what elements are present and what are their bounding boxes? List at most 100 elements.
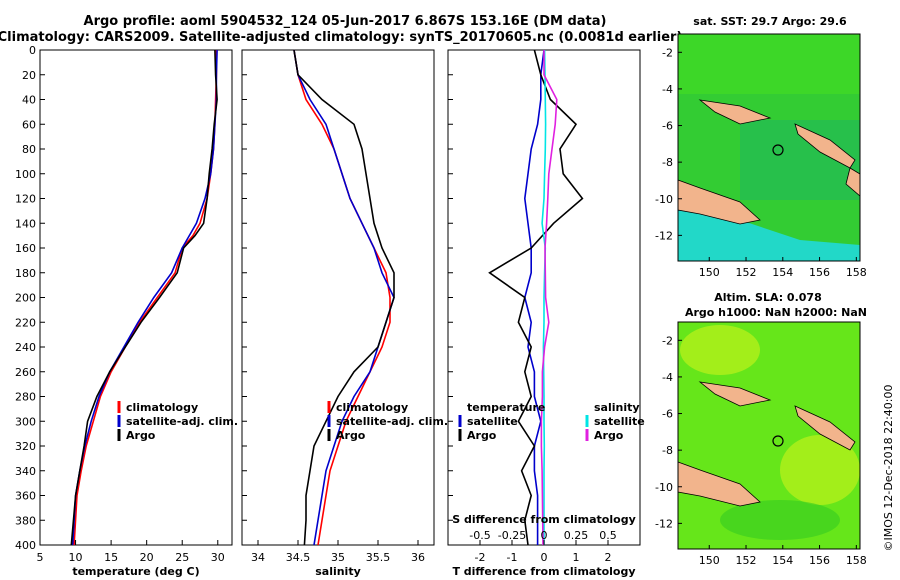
y-tick-label: 220 [15, 316, 36, 329]
y-tick-label: 180 [15, 267, 36, 280]
y-tick-label: 40 [22, 94, 36, 107]
sla-map-island-newbritain [698, 381, 772, 407]
sla-map-title-1: Altim. SLA: 0.078 [714, 291, 821, 304]
temperature-legend: climatology satellite-adj. clim. Argo [117, 401, 238, 442]
sst-map-warm-band [678, 34, 860, 94]
map-x-tick-label: 158 [846, 554, 867, 567]
series-line-climatology [293, 49, 391, 546]
y-tick-label: 300 [15, 415, 36, 428]
salinity-legend: climatology satellite-adj. clim. Argo [327, 401, 448, 442]
map-x-tick-label: 158 [846, 266, 867, 279]
x-top-tick-label: -0.5 [469, 529, 490, 542]
x-tick-label: 34 [251, 551, 265, 564]
sla-map-island-bougainville [794, 405, 856, 451]
salinity-panel-frame [241, 49, 435, 546]
legend-label-t-argo: Argo [467, 429, 497, 442]
y-tick-label: 280 [15, 391, 36, 404]
sst-map-land-png [677, 179, 761, 225]
legend-label-argo: Argo [126, 429, 156, 442]
sla-map-low-1 [720, 500, 840, 540]
temperature-series [70, 49, 218, 546]
y-tick-label: 340 [15, 465, 36, 478]
y-tick-label: 240 [15, 341, 36, 354]
series-line-temperature-argo [488, 49, 584, 546]
title-line-2: Climatology: CARS2009. Satellite-adjuste… [0, 30, 682, 45]
x-top-tick-label: 0.5 [599, 529, 617, 542]
map-y-tick-label: -8 [662, 444, 673, 457]
sla-map-high-1 [680, 325, 760, 375]
series-line-climatology [73, 50, 218, 546]
sla-map [677, 321, 861, 550]
legend-label-argo: Argo [336, 429, 366, 442]
x-tick-label: 25 [175, 551, 189, 564]
x-top-tick-label: 0 [541, 529, 548, 542]
temperature-panel-frame [39, 49, 233, 546]
map-y-tick-label: -4 [662, 371, 673, 384]
legend-label-climatology: climatology [126, 401, 198, 414]
map-y-tick-label: -12 [655, 229, 673, 242]
sst-map-title: sat. SST: 29.7 Argo: 29.6 [693, 15, 847, 28]
sst-map-island-newbritain [698, 99, 772, 125]
map-y-tick-label: -6 [662, 120, 673, 133]
map-x-tick-label: 152 [736, 554, 757, 567]
x-top-tick-label: -0.25 [498, 529, 526, 542]
legend-heading-temperature: temperature [467, 401, 545, 414]
x-tick-label: 10 [69, 551, 83, 564]
difference-xlabel-top: S difference from climatology [452, 513, 636, 526]
series-line-satellite-adj-clim- [293, 49, 395, 546]
map-x-tick-label: 156 [809, 554, 830, 567]
legend-label-climatology: climatology [336, 401, 408, 414]
x-tick-label: 35.5 [366, 551, 391, 564]
map-x-tick-label: 154 [772, 554, 793, 567]
y-tick-label: 380 [15, 514, 36, 527]
salinity-series [293, 49, 395, 546]
series-line-salinity-argo [540, 50, 558, 546]
legend-heading-salinity: salinity [594, 401, 640, 414]
legend-label-satellite: satellite-adj. clim. [336, 415, 448, 428]
y-tick-label: 80 [22, 143, 36, 156]
x-tick-label: -2 [475, 551, 486, 564]
series-line-temperature-satellite [523, 49, 545, 545]
series-line-argo [70, 49, 218, 546]
copyright-label: ©IMOS 12-Dec-2018 22:40:00 [882, 385, 895, 552]
y-tick-label: 100 [15, 168, 36, 181]
x-tick-label: 30 [211, 551, 225, 564]
sst-map-frame [677, 33, 861, 262]
x-tick-label: 2 [605, 551, 612, 564]
map-y-tick-label: -12 [655, 517, 673, 530]
temperature-xlabel: temperature (deg C) [72, 565, 199, 578]
difference-legend: temperature satellite Argo salinity sate… [458, 401, 645, 442]
x-top-tick-label: 0.25 [564, 529, 589, 542]
difference-series [488, 49, 584, 546]
map-x-tick-label: 150 [699, 266, 720, 279]
map-x-tick-label: 156 [809, 266, 830, 279]
y-tick-label: 60 [22, 118, 36, 131]
map-y-tick-label: -4 [662, 83, 673, 96]
y-tick-label: 360 [15, 490, 36, 503]
y-tick-label: 200 [15, 292, 36, 305]
sla-map-title-2: Argo h1000: NaN h2000: NaN [685, 306, 867, 319]
x-tick-label: -1 [507, 551, 518, 564]
legend-label-s-argo: Argo [594, 429, 624, 442]
map-axis-ticks: 150 152 154 156 158 -2 -4 -6 -8 -10 -12 150 152 154 15… [655, 46, 867, 567]
x-tick-label: 1 [573, 551, 580, 564]
sst-argo-location-marker [772, 144, 784, 156]
y-tick-label: 120 [15, 193, 36, 206]
map-y-tick-label: -2 [662, 334, 673, 347]
salinity-xlabel: salinity [315, 565, 361, 578]
sla-map-high-2 [780, 435, 860, 505]
sst-map [677, 33, 861, 262]
y-tick-label: 400 [15, 539, 36, 552]
sla-map-land-png [677, 461, 761, 507]
x-tick-label: 5 [37, 551, 44, 564]
sla-map-frame [677, 321, 861, 550]
series-line-salinity-satellite [541, 49, 547, 545]
y-tick-label: 140 [15, 217, 36, 230]
series-line-argo [293, 49, 395, 546]
map-x-tick-label: 150 [699, 554, 720, 567]
map-x-tick-label: 152 [736, 266, 757, 279]
y-tick-label: 160 [15, 242, 36, 255]
y-tick-label: 260 [15, 366, 36, 379]
legend-label-satellite: satellite-adj. clim. [126, 415, 238, 428]
